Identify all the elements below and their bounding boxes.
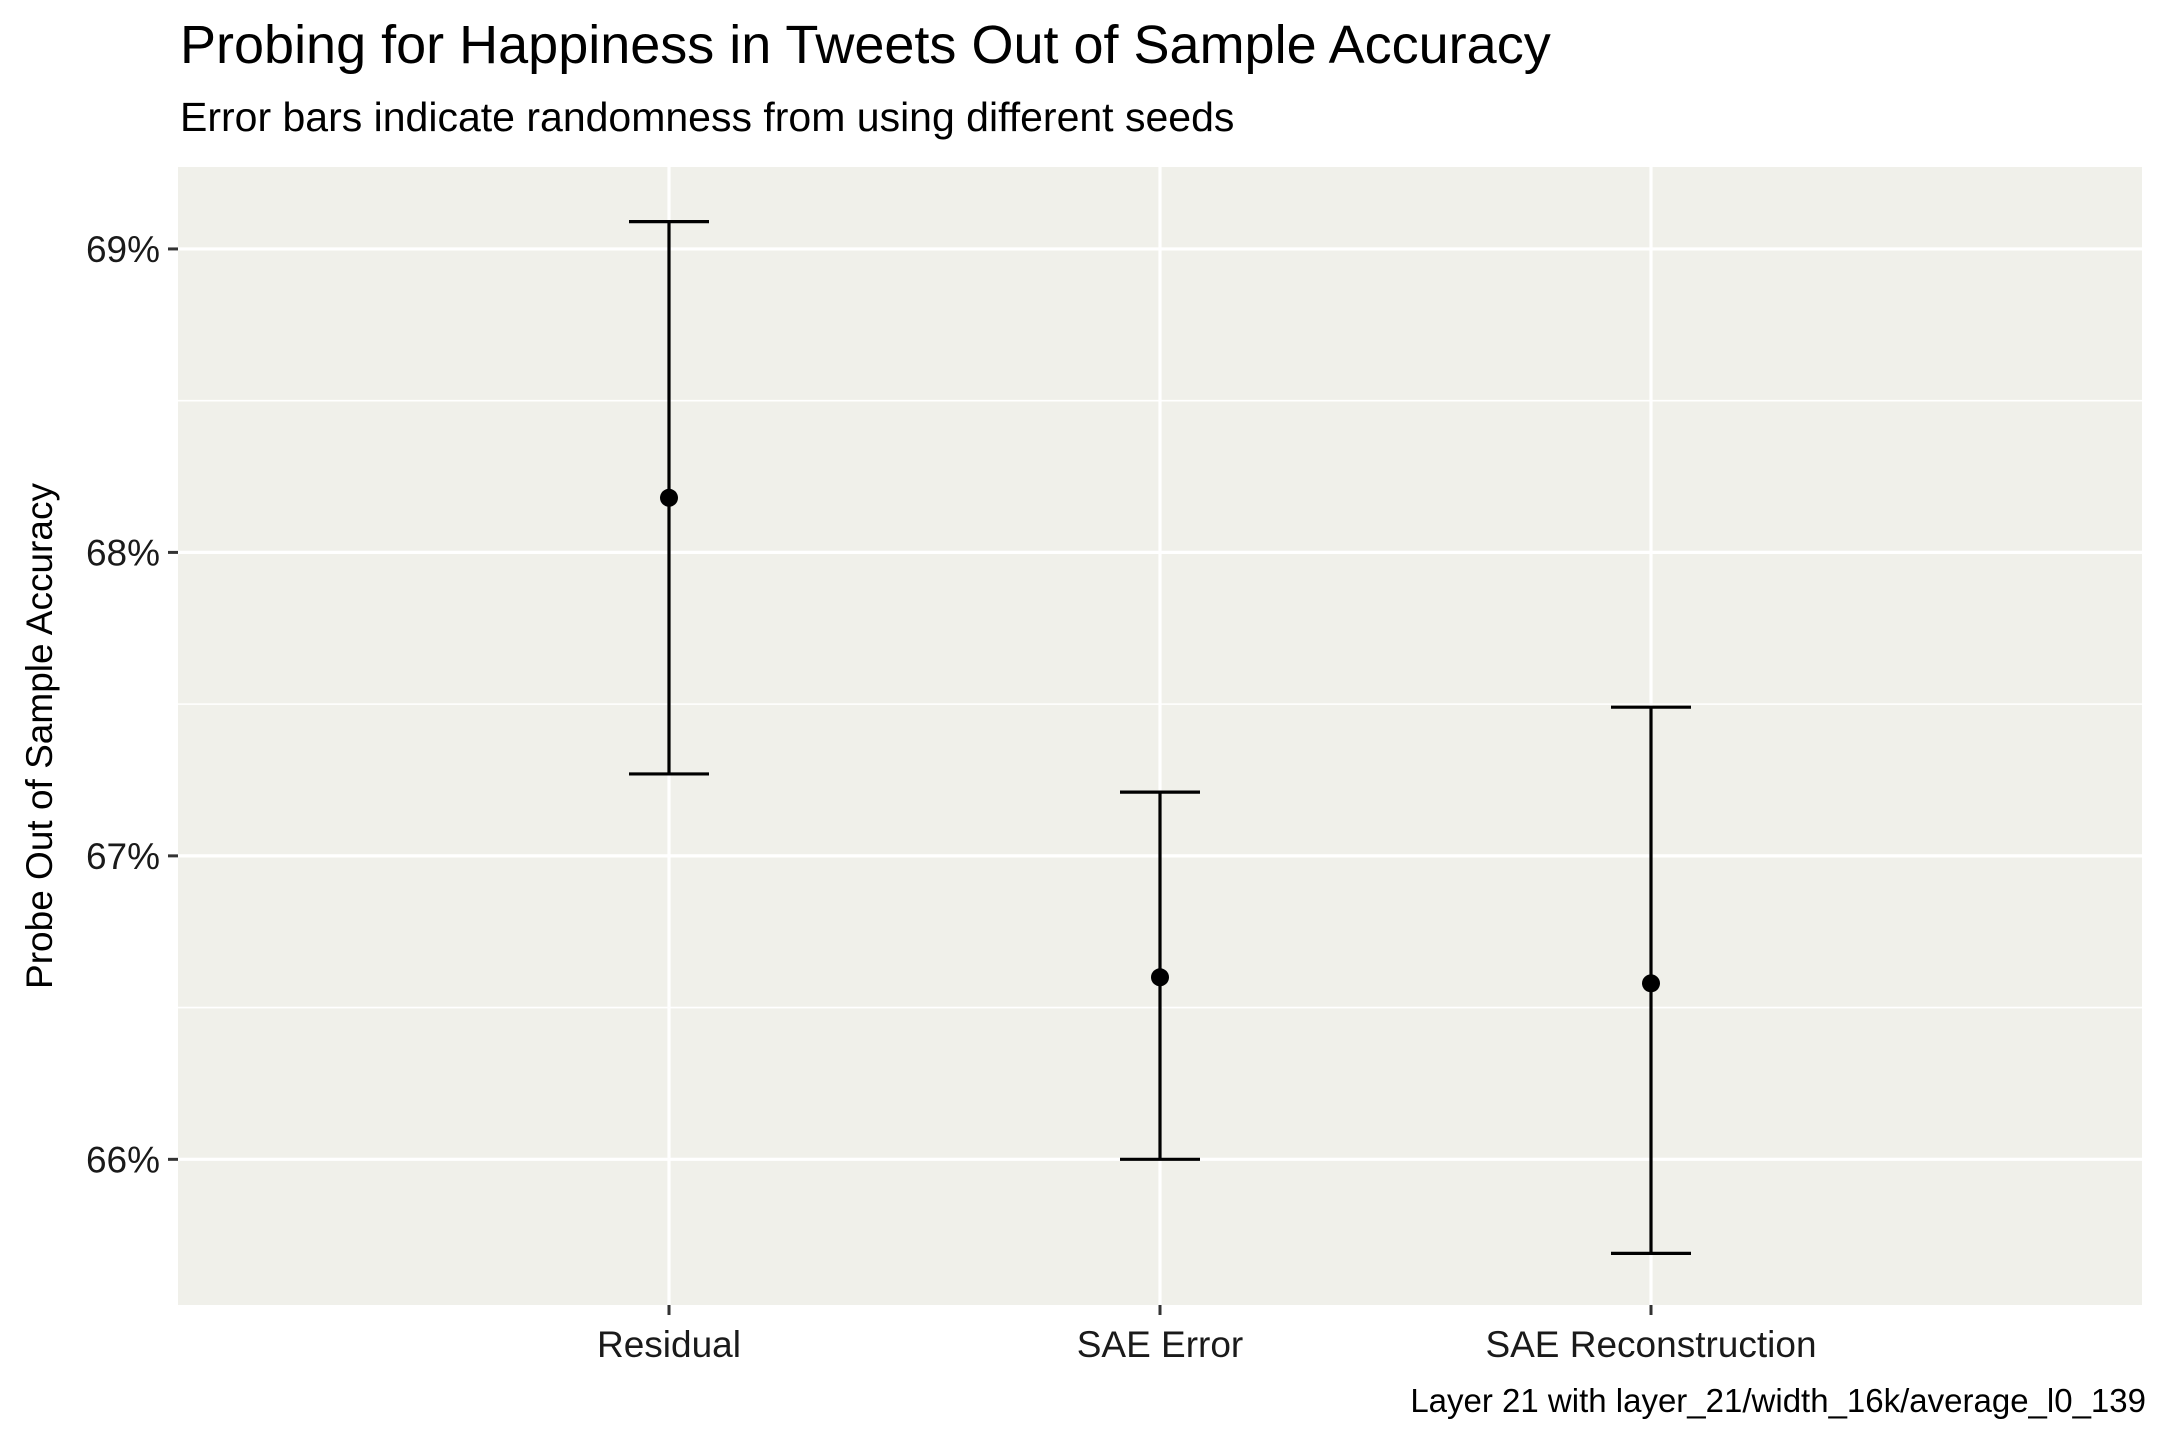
chart-caption: Layer 21 with layer_21/width_16k/average… <box>1410 1382 2146 1419</box>
chart-subtitle: Error bars indicate randomness from usin… <box>180 94 1235 140</box>
data-marks <box>629 220 1691 1256</box>
x-tick-label: Residual <box>597 1324 741 1365</box>
x-tick-label: SAE Error <box>1077 1324 1244 1365</box>
y-axis-title: Probe Out of Sample Accuracy <box>19 483 60 989</box>
y-tick-label: 67% <box>86 836 160 877</box>
y-tick-label: 66% <box>86 1139 160 1180</box>
data-point <box>1642 974 1660 993</box>
x-axis: Residual SAE Error SAE Reconstruction <box>597 1305 1817 1365</box>
data-point <box>660 488 678 507</box>
y-axis: 66% 67% 68% 69% <box>86 229 178 1180</box>
x-tick-label: SAE Reconstruction <box>1485 1324 1816 1365</box>
data-point <box>1151 968 1169 987</box>
y-tick-label: 68% <box>86 532 160 573</box>
chart-title: Probing for Happiness in Tweets Out of S… <box>180 15 1551 75</box>
y-tick-label: 69% <box>86 229 160 270</box>
